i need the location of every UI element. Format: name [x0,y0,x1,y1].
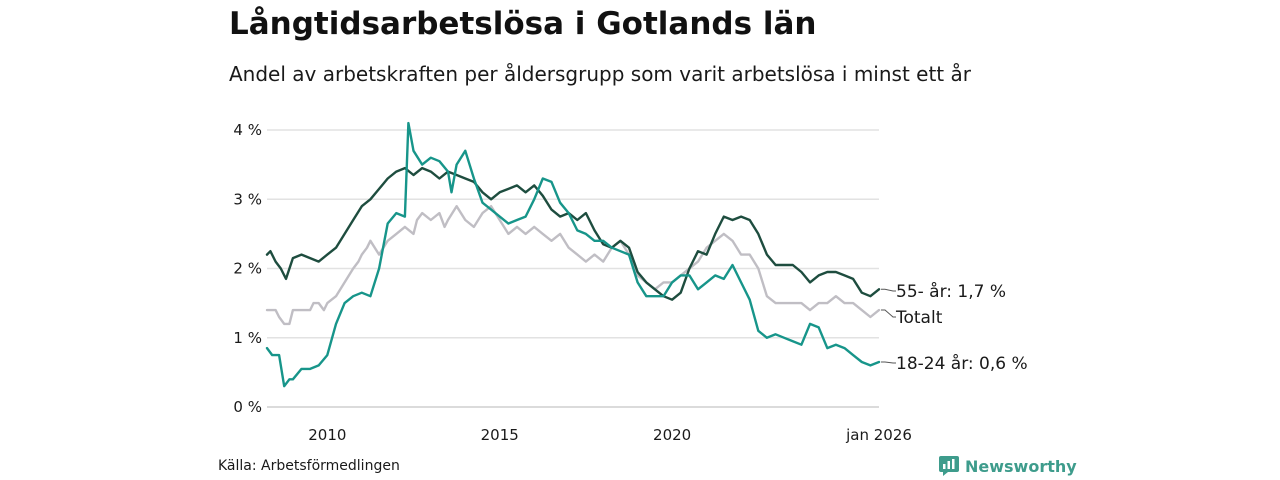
y-tick-label: 1 % [233,329,262,347]
source-note: Källa: Arbetsförmedlingen [218,458,400,474]
series-line-age1824 [265,121,881,388]
chart-title: Långtidsarbetslösa i Gotlands län [229,6,817,42]
series-line-age55 [265,166,881,301]
series-label-totalt: Totalt [895,308,943,328]
bar-chart-icon [939,456,959,476]
x-tick-label: 2015 [481,426,519,444]
brand-name: Newsworthy [965,456,1077,476]
label-connector-age55 [881,288,896,292]
series-line-totalt [265,205,881,326]
chart-subtitle: Andel av arbetskraften per åldersgrupp s… [229,62,971,86]
y-tick-label: 4 % [233,121,262,139]
x-tick-label: 2020 [653,426,691,444]
series-label-age55: 55- år: 1,7 % [896,281,1006,302]
y-tick-label: 3 % [233,190,262,208]
newsworthy-logo[interactable]: Newsworthy [939,456,1077,476]
series-label-age1824: 18-24 år: 0,6 % [896,353,1028,374]
label-connector-totalt [881,309,896,318]
y-tick-label: 2 % [233,260,262,278]
x-tick-label: jan 2026 [845,426,912,444]
label-connector-age1824 [881,361,896,364]
y-tick-label: 0 % [233,398,262,416]
x-tick-label: 2010 [308,426,346,444]
